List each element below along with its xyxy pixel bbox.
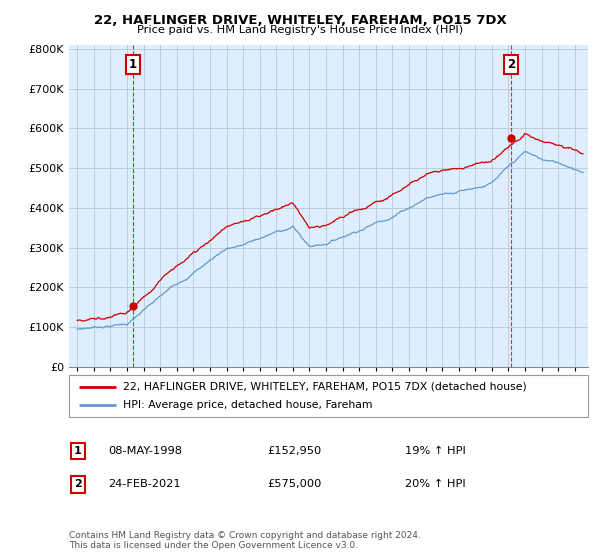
Text: 22, HAFLINGER DRIVE, WHITELEY, FAREHAM, PO15 7DX: 22, HAFLINGER DRIVE, WHITELEY, FAREHAM, … xyxy=(94,14,506,27)
Text: 24-FEB-2021: 24-FEB-2021 xyxy=(108,479,181,489)
FancyBboxPatch shape xyxy=(69,375,588,417)
Text: 2: 2 xyxy=(74,479,82,489)
Text: 19% ↑ HPI: 19% ↑ HPI xyxy=(405,446,466,456)
Text: 2: 2 xyxy=(507,58,515,71)
Text: 1: 1 xyxy=(74,446,82,456)
Text: Contains HM Land Registry data © Crown copyright and database right 2024.
This d: Contains HM Land Registry data © Crown c… xyxy=(69,530,421,550)
Text: 08-MAY-1998: 08-MAY-1998 xyxy=(108,446,182,456)
Text: 22, HAFLINGER DRIVE, WHITELEY, FAREHAM, PO15 7DX (detached house): 22, HAFLINGER DRIVE, WHITELEY, FAREHAM, … xyxy=(124,382,527,392)
Text: Price paid vs. HM Land Registry's House Price Index (HPI): Price paid vs. HM Land Registry's House … xyxy=(137,25,463,35)
Text: £575,000: £575,000 xyxy=(267,479,322,489)
Text: £152,950: £152,950 xyxy=(267,446,321,456)
Text: HPI: Average price, detached house, Fareham: HPI: Average price, detached house, Fare… xyxy=(124,400,373,410)
Text: 1: 1 xyxy=(129,58,137,71)
Text: 20% ↑ HPI: 20% ↑ HPI xyxy=(405,479,466,489)
